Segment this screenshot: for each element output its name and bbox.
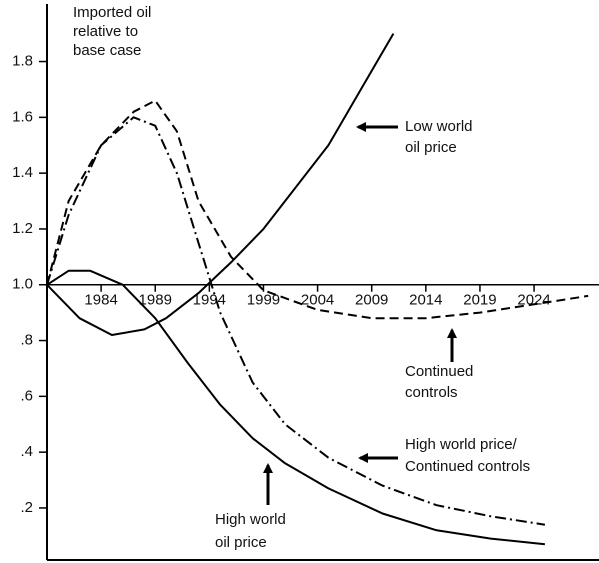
y-tick-label: .4 bbox=[20, 443, 33, 460]
series-line bbox=[46, 116, 546, 526]
annotation: Continued bbox=[405, 363, 473, 380]
annotation: Imported oil bbox=[73, 4, 151, 21]
annotation: High world price/ bbox=[405, 436, 518, 453]
x-tick-label: 2004 bbox=[301, 292, 334, 309]
y-tick-label: 1.2 bbox=[12, 220, 33, 237]
x-tick-label: 2019 bbox=[463, 292, 496, 309]
x-tick-label: 1989 bbox=[139, 292, 172, 309]
annotation: controls bbox=[405, 384, 458, 401]
annotation: oil price bbox=[405, 139, 457, 156]
y-tick-label: .6 bbox=[20, 387, 33, 404]
x-tick-label: 2024 bbox=[517, 292, 550, 309]
annotation: relative to bbox=[73, 23, 138, 40]
annotation: Low world bbox=[405, 118, 473, 135]
x-tick-label: 1984 bbox=[84, 292, 117, 309]
series-line bbox=[46, 99, 589, 320]
annotation: oil price bbox=[215, 534, 267, 551]
y-tick-label: .2 bbox=[20, 499, 33, 516]
x-tick-label: 1999 bbox=[247, 292, 280, 309]
series-line bbox=[46, 33, 395, 336]
x-tick-label: 2014 bbox=[409, 292, 442, 309]
series-line bbox=[46, 269, 546, 546]
y-tick-label: 1.4 bbox=[12, 164, 33, 181]
y-tick-label: 1.6 bbox=[12, 108, 33, 125]
x-tick-label: 2009 bbox=[355, 292, 388, 309]
y-tick-label: .8 bbox=[20, 332, 33, 349]
annotation: Continued controls bbox=[405, 458, 530, 475]
annotation: High world bbox=[215, 511, 286, 528]
annotation: base case bbox=[73, 42, 141, 59]
y-tick-label: 1.8 bbox=[12, 53, 33, 70]
y-tick-label: 1.0 bbox=[12, 276, 33, 293]
